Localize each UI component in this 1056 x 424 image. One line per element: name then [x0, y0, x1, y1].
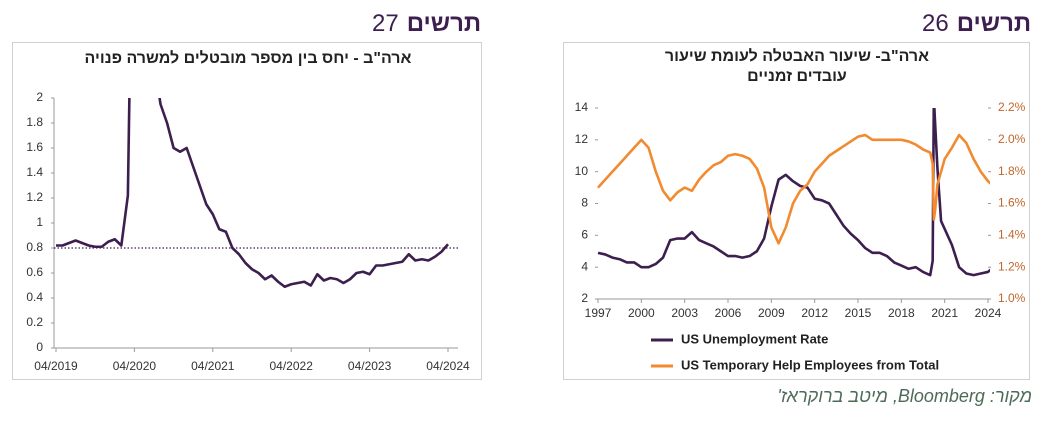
y-tick-label: 12	[575, 132, 589, 146]
legend-label: US Temporary Help Employees from Total	[681, 357, 939, 372]
y-tick-label: 2	[581, 291, 588, 305]
chart: 0 0.2 0.4 0.6 0.8 1 1.2 1.4 1.6 1.8 2 04/2019 04/202…	[26, 90, 470, 373]
x-tick-label: 04/2022	[270, 359, 314, 373]
y-tick-label: 2	[36, 90, 43, 104]
x-tick-label: 2006	[715, 306, 742, 320]
x-tick-label: 2000	[628, 306, 655, 320]
chart-panel: ארה"ב - יחס בין מספר מובטלים למשרה פנויה…	[12, 42, 482, 380]
chart-panel: ארה"ב- שיעור האבטלה לעומת שיעור עובדים ז…	[563, 42, 1030, 380]
x-tick-label: 2003	[671, 306, 698, 320]
x-tick-label: 2018	[888, 306, 915, 320]
y-tick-label: 1.8	[26, 115, 43, 129]
figure-word: תרשים	[406, 10, 482, 37]
y2-tick-label: 1.6%	[998, 196, 1026, 210]
y-tick-label: 0.6	[26, 265, 43, 279]
chart: 2 4 6 8 10 12 14 1.0% 1.2% 1.4% 1.6% 1.8% 2.0% 2.2% 19…	[575, 100, 1026, 372]
y-tick-label: 0	[36, 340, 43, 354]
x-tick-label: 2012	[801, 306, 828, 320]
y2-tick-label: 2.0%	[998, 132, 1026, 146]
x-tick-label: 04/2023	[348, 359, 392, 373]
y-tick-label: 4	[581, 259, 588, 273]
x-tick-label: 04/2020	[113, 359, 157, 373]
chart-title: ארה"ב - יחס בין מספר מובטלים למשרה פנויה	[84, 50, 412, 67]
figure-number: 26	[922, 10, 949, 37]
y-tick-label: 1.2	[26, 190, 43, 204]
series-line	[597, 108, 990, 277]
x-tick-label: 2015	[845, 306, 872, 320]
y2-tick-label: 2.2%	[998, 100, 1026, 114]
y-tick-label: 10	[575, 164, 589, 178]
figure-number: 27	[372, 10, 399, 37]
y-tick-label: 1	[36, 215, 43, 229]
y2-tick-label: 1.0%	[998, 291, 1026, 305]
y2-tick-label: 1.8%	[998, 164, 1026, 178]
source-note: מקור: Bloomberg, מיטב ברוקראז'	[777, 386, 1032, 406]
series-line	[56, 98, 449, 289]
y-tick-label: 8	[581, 196, 588, 210]
y-tick-label: 14	[575, 100, 589, 114]
y-tick-label: 0.2	[26, 315, 43, 329]
x-tick-label: 04/2021	[191, 359, 235, 373]
x-tick-label: 2021	[931, 306, 958, 320]
figure-heading: תרשים 26	[922, 10, 1031, 38]
x-tick-label: 04/2024	[426, 359, 470, 373]
figure-word: תרשים	[956, 10, 1032, 37]
y-tick-label: 0.4	[26, 290, 43, 304]
x-tick-label: 1997	[585, 306, 612, 320]
y2-tick-label: 1.2%	[998, 259, 1026, 273]
y-tick-label: 1.6	[26, 140, 43, 154]
y2-tick-label: 1.4%	[998, 228, 1026, 242]
y-tick-label: 0.8	[26, 240, 43, 254]
series-line	[597, 133, 990, 245]
x-tick-label: 2024	[975, 306, 1002, 320]
legend-label: US Unemployment Rate	[681, 331, 828, 346]
figure-heading: תרשים 27	[372, 10, 481, 38]
x-tick-label: 04/2019	[34, 359, 78, 373]
chart-title: ארה"ב- שיעור האבטלה לעומת שיעור עובדים ז…	[664, 48, 930, 85]
y-tick-label: 6	[581, 228, 588, 242]
x-tick-label: 2009	[758, 306, 785, 320]
y-tick-label: 1.4	[26, 165, 43, 179]
